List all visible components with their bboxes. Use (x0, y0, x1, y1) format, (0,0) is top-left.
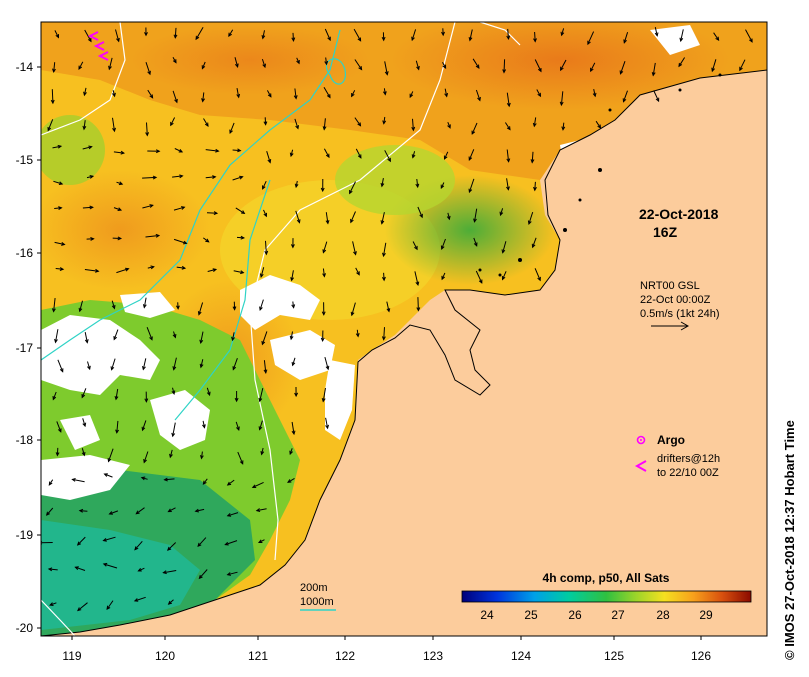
lat-tick-label: -19 (16, 528, 34, 542)
drifter-legend-label: drifters@12h (657, 453, 720, 465)
drifter-legend-sub: to 22/10 00Z (657, 467, 719, 479)
lon-tick-label: 120 (155, 649, 175, 663)
colorbar-tick-label: 26 (568, 608, 582, 622)
lat-tick-label: -15 (16, 153, 34, 167)
vector-scale-label: 0.5m/s (1kt 24h) (640, 308, 719, 320)
colorbar (462, 591, 751, 602)
argo-legend-label: Argo (657, 433, 685, 447)
colorbar-title: 4h comp, p50, All Sats (543, 571, 670, 585)
copyright-symbol: © (782, 650, 797, 660)
lat-tick-label: -14 (16, 60, 34, 74)
map-date: 22-Oct-2018 (639, 206, 719, 222)
colorbar-tick-label: 28 (656, 608, 670, 622)
isobath-200m-label: 200m (300, 582, 328, 594)
current-vector (418, 297, 419, 310)
current-date: 22-Oct 00:00Z (640, 294, 711, 306)
lon-tick-label: 121 (248, 649, 268, 663)
isobath-1000m-label: 1000m (300, 596, 334, 608)
colorbar-tick-label: 27 (611, 608, 625, 622)
credit-line: © IMOS 27-Oct-2018 12:37 Hobart Time (782, 420, 797, 660)
map-time: 16Z (653, 224, 678, 240)
lon-tick-label: 126 (691, 649, 711, 663)
lon-tick-label: 119 (62, 649, 81, 663)
colorbar-tick-label: 25 (524, 608, 538, 622)
lat-tick-label: -18 (16, 433, 34, 447)
lon-tick-label: 123 (423, 649, 443, 663)
current-vector (142, 177, 156, 178)
longitude-axis: 119 120 121 122 123 124 125 126 (62, 636, 711, 663)
current-source: NRT00 GSL (640, 280, 700, 292)
lon-tick-label: 125 (604, 649, 624, 663)
colorbar-tick-label: 24 (480, 608, 494, 622)
lon-tick-label: 122 (335, 649, 355, 663)
lon-tick-label: 124 (511, 649, 531, 663)
colorbar-tick-label: 29 (699, 608, 713, 622)
lat-tick-label: -16 (16, 246, 34, 260)
credit-text: IMOS 27-Oct-2018 12:37 Hobart Time (782, 420, 797, 647)
lat-tick-label: -20 (16, 621, 34, 635)
current-vector (52, 89, 53, 103)
latitude-axis: -14 -15 -16 -17 -18 -19 -20 (16, 60, 41, 635)
lat-tick-label: -17 (16, 341, 34, 355)
